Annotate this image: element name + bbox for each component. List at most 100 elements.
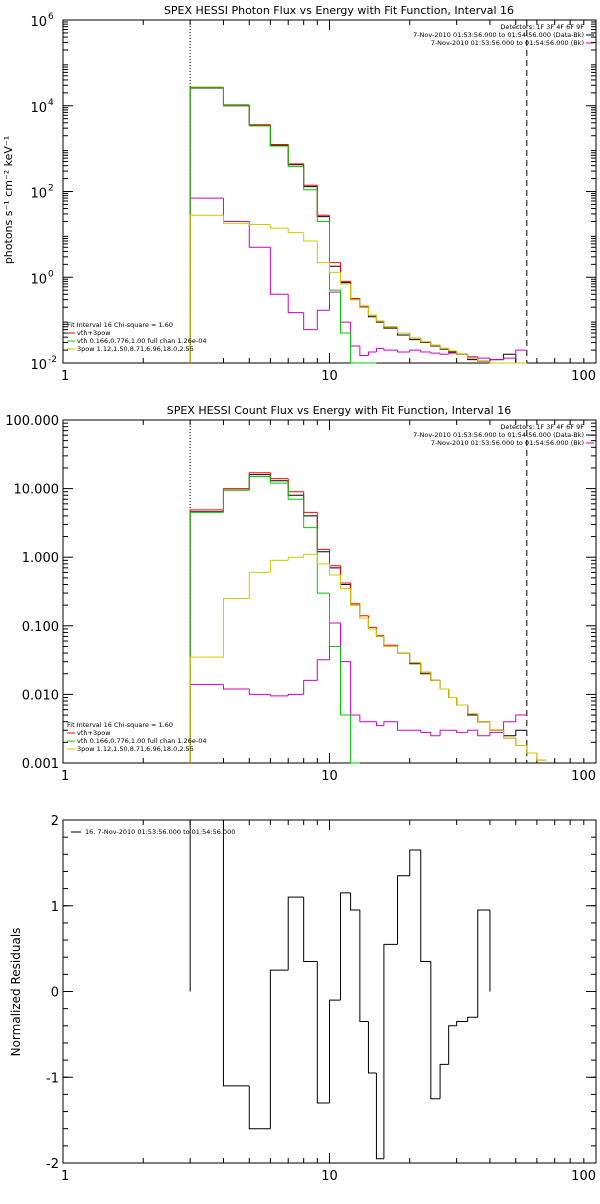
photon-series-bk-bin <box>439 353 449 355</box>
photon-series-bk-bin <box>503 357 516 360</box>
photon-series-3pow-bin <box>222 215 250 224</box>
count-series-3pow-bin <box>526 745 537 754</box>
count-series-3pow-bin <box>383 636 398 647</box>
count-series-3pow-bin <box>359 605 369 619</box>
photon-y-tick-label: 10 <box>30 272 47 287</box>
photon-flux-panel: SPEX HESSI Photon Flux vs Energy with Fi… <box>2 4 597 384</box>
photon-y-tick-exponent: 4 <box>48 98 54 108</box>
photon-annotation: Detectors: 1F 3F 4F 6F 9F <box>500 23 584 31</box>
count-legend-header: Fit Interval 16 Chi-square = 1.60 <box>67 721 173 729</box>
count-legend-entry: vth 0.166,0.776,1.00 full chan 1.26e-04 <box>77 737 207 745</box>
photon-series-3pow-bin <box>316 241 330 264</box>
resid-x-tick-label: 1 <box>61 1169 69 1184</box>
photon-y-tick-exponent: 6 <box>48 12 54 22</box>
count-series-3pow-bin <box>536 752 547 761</box>
photon-series-3pow-bin <box>456 351 468 355</box>
resid-series-16-bin <box>316 961 330 1104</box>
count-series-vth-bin <box>316 527 330 594</box>
photon-series-3pow-bin <box>367 307 377 316</box>
count-series-vth-bin <box>303 499 318 529</box>
photon-series-3pow-bin <box>397 326 410 334</box>
count-series-bk-bin <box>303 679 318 695</box>
count-series-3pow-bin <box>489 721 504 731</box>
photon-series-bk-bin <box>489 358 504 361</box>
photon-series-3pow-bin <box>448 348 457 352</box>
residuals-panel: Normalized Residuals 1 10 100 -2 -1 0 1 2 16. 7-… <box>9 814 597 1184</box>
resid-series-16-bin <box>456 1021 468 1026</box>
resid-series-16-bin <box>248 1085 271 1130</box>
photon-legend-entry: vth 0.166,0.776,1.00 full chan 1.26e-04 <box>77 337 207 345</box>
count-x-tick-label: 100 <box>571 769 596 784</box>
count-annotation: Detectors: 1F 3F 4F 6F 9F <box>500 423 584 431</box>
photon-series-vth-bin <box>248 105 271 127</box>
count-series-bk-bin <box>269 694 289 697</box>
count-flux-panel: SPEX HESSI Count Flux vs Energy with Fit… <box>5 404 597 784</box>
resid-series-16-bin <box>375 1072 384 1160</box>
resid-series-16-bin <box>189 819 224 992</box>
count-series-bk-bin <box>375 721 384 727</box>
count-legend-entry: 3pow 1.12,1.50,8.71,6.96,18.0,2.55 <box>77 745 194 753</box>
count-series-3pow-bin <box>340 575 351 589</box>
photon-series-bk-bin <box>287 294 304 314</box>
photon-annotation: 7-Nov-2010 01:53:56.000 to 01:54:56.000 … <box>431 39 584 47</box>
count-annotation: 7-Nov-2010 01:53:56.000 to 01:54:56.000 … <box>413 431 584 439</box>
resid-series-16-bin <box>329 999 341 1103</box>
photon-series-bk-bin <box>316 309 330 330</box>
photon-series-bk-bin <box>409 349 421 353</box>
resid-series-16-bin <box>269 969 289 1129</box>
count-series-3pow-bin <box>503 730 516 739</box>
photon-series-3pow-bin <box>489 361 504 364</box>
photon-legend-entry: 3pow 1.12,1.50,8.71,6.96,18.0,2.55 <box>77 345 194 353</box>
photon-series-bk-bin <box>329 291 341 311</box>
count-series-vth-bin <box>350 715 360 764</box>
photon-series-bk-bin <box>448 352 457 355</box>
count-series-3pow-bin <box>350 588 360 606</box>
photon-series-bk-bin <box>269 247 289 295</box>
resid-series-16-bin <box>383 943 398 1159</box>
resid-y-tick-label: -1 <box>46 1071 59 1086</box>
count-series-3pow-bin <box>329 563 341 576</box>
photon-series-3pow-bin <box>467 354 478 359</box>
photon-series-vth-bin <box>303 166 318 191</box>
photon-series-3pow-bin <box>409 333 421 339</box>
count-series-3pow-bin <box>515 738 527 746</box>
photon-series-bk-bin <box>420 350 431 353</box>
resid-series-16-bin <box>477 909 490 1018</box>
count-series-3pow-bin <box>269 559 289 573</box>
count-series-vth-bin <box>269 476 289 484</box>
resid-series-16-bin <box>430 961 441 1100</box>
resid-series-16-bin <box>397 875 410 945</box>
count-series-3pow-bin <box>456 697 468 706</box>
count-series-bk-bin <box>477 730 490 737</box>
count-x-tick-label: 10 <box>321 769 338 784</box>
resid-series-16-bin <box>448 1025 457 1065</box>
photon-y-tick-exponent: 2 <box>48 184 54 194</box>
photon-series-bk-bin <box>375 347 384 353</box>
count-series-3pow-bin <box>439 680 449 690</box>
photon-series-bk-bin <box>359 345 369 356</box>
photon-series-bk-bin <box>515 349 527 359</box>
photon-series-3pow-bin <box>420 338 431 343</box>
photon-series-vth-bin <box>340 290 351 334</box>
photon-series-vth-bin <box>269 125 289 147</box>
count-series-3pow-bin <box>248 571 271 599</box>
resid-legend-entry: 16. 7-Nov-2010 01:53:56.000 to 01:54:56.… <box>85 828 235 836</box>
count-series-3pow-bin <box>397 646 410 654</box>
resid-series-16-bin <box>467 1016 478 1022</box>
photon-y-tick-label: 10 <box>30 358 47 373</box>
count-series-3pow-bin <box>375 628 384 637</box>
photon-series-3pow-bin <box>303 232 318 242</box>
count-flux-title: SPEX HESSI Count Flux vs Energy with Fit… <box>167 404 511 417</box>
count-series-3pow-bin <box>189 656 224 763</box>
count-series-bk-bin <box>467 729 478 733</box>
photon-series-3pow-bin <box>248 223 271 225</box>
count-series-bk-bin <box>316 659 330 681</box>
count-series-bk-bin <box>287 693 304 696</box>
photon-flux-title: SPEX HESSI Photon Flux vs Energy with Fi… <box>164 4 514 17</box>
resid-y-tick-label: 0 <box>51 986 59 1001</box>
count-series-data-bk-bin <box>515 729 527 736</box>
count-series-3pow-bin <box>477 713 490 723</box>
count-x-tick-label: 1 <box>61 769 69 784</box>
count-y-tick-label: 0.010 <box>22 688 59 703</box>
